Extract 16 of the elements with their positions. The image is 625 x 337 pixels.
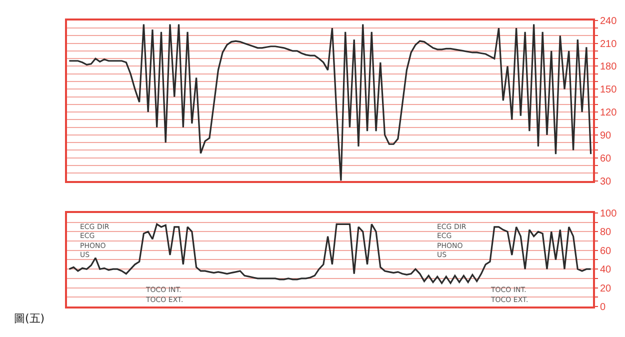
line-series [68, 223, 592, 284]
y-tick-label: 20 [600, 283, 612, 294]
text: 圖(五) [14, 312, 45, 325]
y-tick-label: 30 [600, 176, 612, 188]
y-tick-label: 100 [600, 208, 618, 220]
y-tick-label: 90 [600, 130, 612, 142]
y-tick-label: 120 [600, 108, 618, 119]
y-tick-label: 180 [600, 62, 618, 73]
y-tick-label: 0 [600, 302, 606, 314]
y-tick-label: 240 [600, 16, 618, 27]
y-tick-label: 60 [600, 246, 612, 257]
y-tick-label: 60 [600, 153, 612, 164]
y-tick-label: 150 [600, 84, 618, 96]
y-tick-label: 210 [600, 38, 618, 50]
y-tick-label: 40 [600, 264, 612, 276]
y-tick-label: 80 [600, 227, 612, 238]
